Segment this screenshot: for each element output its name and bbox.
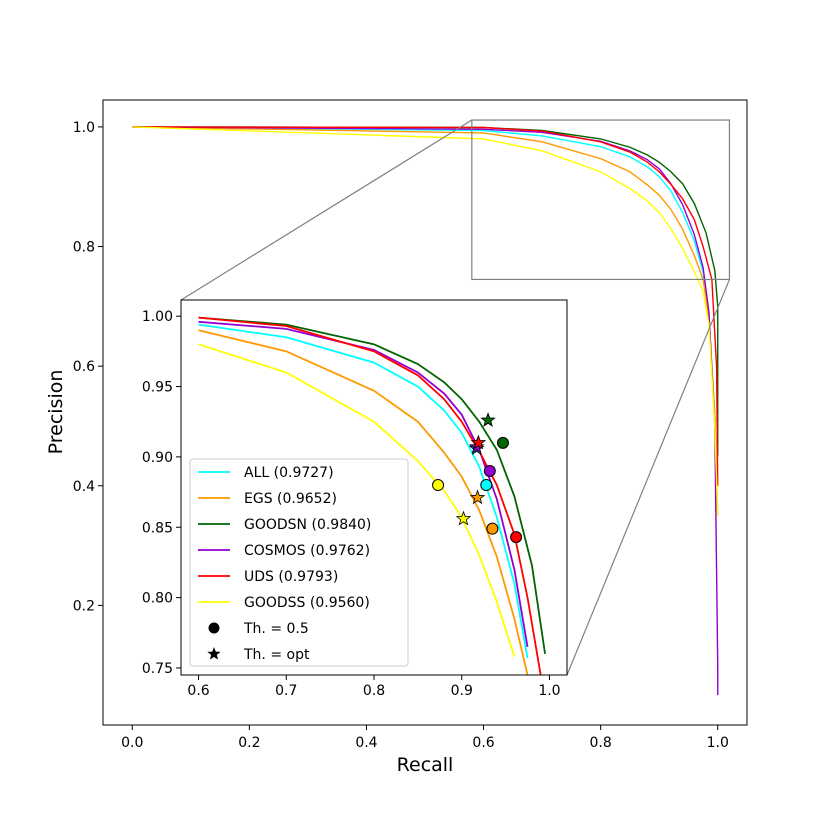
main-series-line-1 xyxy=(132,126,719,516)
threshold-opt-star-5 xyxy=(455,510,472,526)
main-y-tick-label: 0.4 xyxy=(73,479,95,495)
threshold-05-marker-5 xyxy=(432,479,445,492)
x-axis-title: Recall xyxy=(397,754,454,776)
main-series-line-4 xyxy=(132,126,719,486)
inset-y-tick-label: 0.85 xyxy=(142,520,173,536)
inset-y-tick-label: 0.95 xyxy=(142,380,173,396)
zoom-indicator xyxy=(180,119,731,676)
main-y-tick-label: 0.8 xyxy=(73,240,95,256)
main-plot-frame xyxy=(102,99,748,726)
threshold-05-marker-4 xyxy=(510,531,523,544)
main-axes: 0.0 0.2 0.4 0.6 0.8 1.0 0.2 0.4 0.6 0.8 1.0 xyxy=(73,99,748,751)
main-x-tick-label: 0.4 xyxy=(355,735,377,751)
legend: ALL (0.9727) EGS (0.9652) GOODSN (0.9840) C… xyxy=(189,458,409,667)
inset-x-tick-label: 0.7 xyxy=(275,683,297,699)
main-x-tick-label: 0.0 xyxy=(121,735,143,751)
inset-x-tick-label: 0.6 xyxy=(187,683,209,699)
main-y-tick-label: 0.2 xyxy=(73,598,95,614)
zoom-region-rect xyxy=(471,119,731,281)
main-x-tick-label: 1.0 xyxy=(707,735,729,751)
threshold-05-marker-2 xyxy=(496,436,509,449)
inset-series-line-4 xyxy=(198,316,542,675)
main-series-line-5 xyxy=(132,126,719,516)
inset-y-tick-label: 0.80 xyxy=(142,591,173,607)
threshold-05-marker-0 xyxy=(480,479,493,492)
inset-series-line-1 xyxy=(198,329,529,675)
inset-series-line-0 xyxy=(198,323,529,659)
main-y-tick-label: 1.0 xyxy=(73,120,95,136)
zoom-connector-line xyxy=(566,279,730,676)
zoom-connector-line xyxy=(180,119,473,301)
inset-y-tick-label: 1.00 xyxy=(142,309,173,325)
inset-y-tick-label: 0.75 xyxy=(142,661,173,677)
threshold-05-marker-1 xyxy=(486,522,499,535)
legend-label-3: COSMOS (0.9762) xyxy=(244,543,370,559)
main-series-line-2 xyxy=(132,126,719,456)
threshold-opt-star-1 xyxy=(469,489,486,505)
inset-x-tick-label: 0.8 xyxy=(363,683,385,699)
inset-curves xyxy=(198,316,546,675)
inset-x-tick-label: 1.0 xyxy=(538,683,560,699)
y-axis-title: Precision xyxy=(45,370,67,455)
legend-star-marker xyxy=(207,647,221,660)
main-x-tick-label: 0.8 xyxy=(590,735,612,751)
main-y-tick-label: 0.6 xyxy=(73,359,95,375)
legend-label-2: GOODSN (0.9840) xyxy=(244,517,371,533)
inset-series-line-2 xyxy=(198,316,546,655)
legend-circle-marker xyxy=(208,622,220,634)
main-x-tick-label: 0.2 xyxy=(238,735,260,751)
legend-label-4: UDS (0.9793) xyxy=(244,569,338,585)
legend-label-5: GOODSS (0.9560) xyxy=(244,595,370,611)
legend-label-1: EGS (0.9652) xyxy=(244,491,337,507)
threshold-opt-star-2 xyxy=(480,412,496,427)
legend-marker-label-0: Th. = 0.5 xyxy=(243,621,309,637)
main-x-tick-label: 0.6 xyxy=(472,735,494,751)
inset-y-tick-label: 0.90 xyxy=(142,450,173,466)
threshold-05-marker-3 xyxy=(483,464,496,477)
legend-marker-label-1: Th. = opt xyxy=(243,647,310,663)
inset-x-tick-label: 0.9 xyxy=(451,683,473,699)
threshold-opt-star-4 xyxy=(470,434,487,450)
legend-box xyxy=(189,458,409,667)
legend-label-0: ALL (0.9727) xyxy=(244,465,334,481)
inset-series-line-5 xyxy=(198,343,516,657)
